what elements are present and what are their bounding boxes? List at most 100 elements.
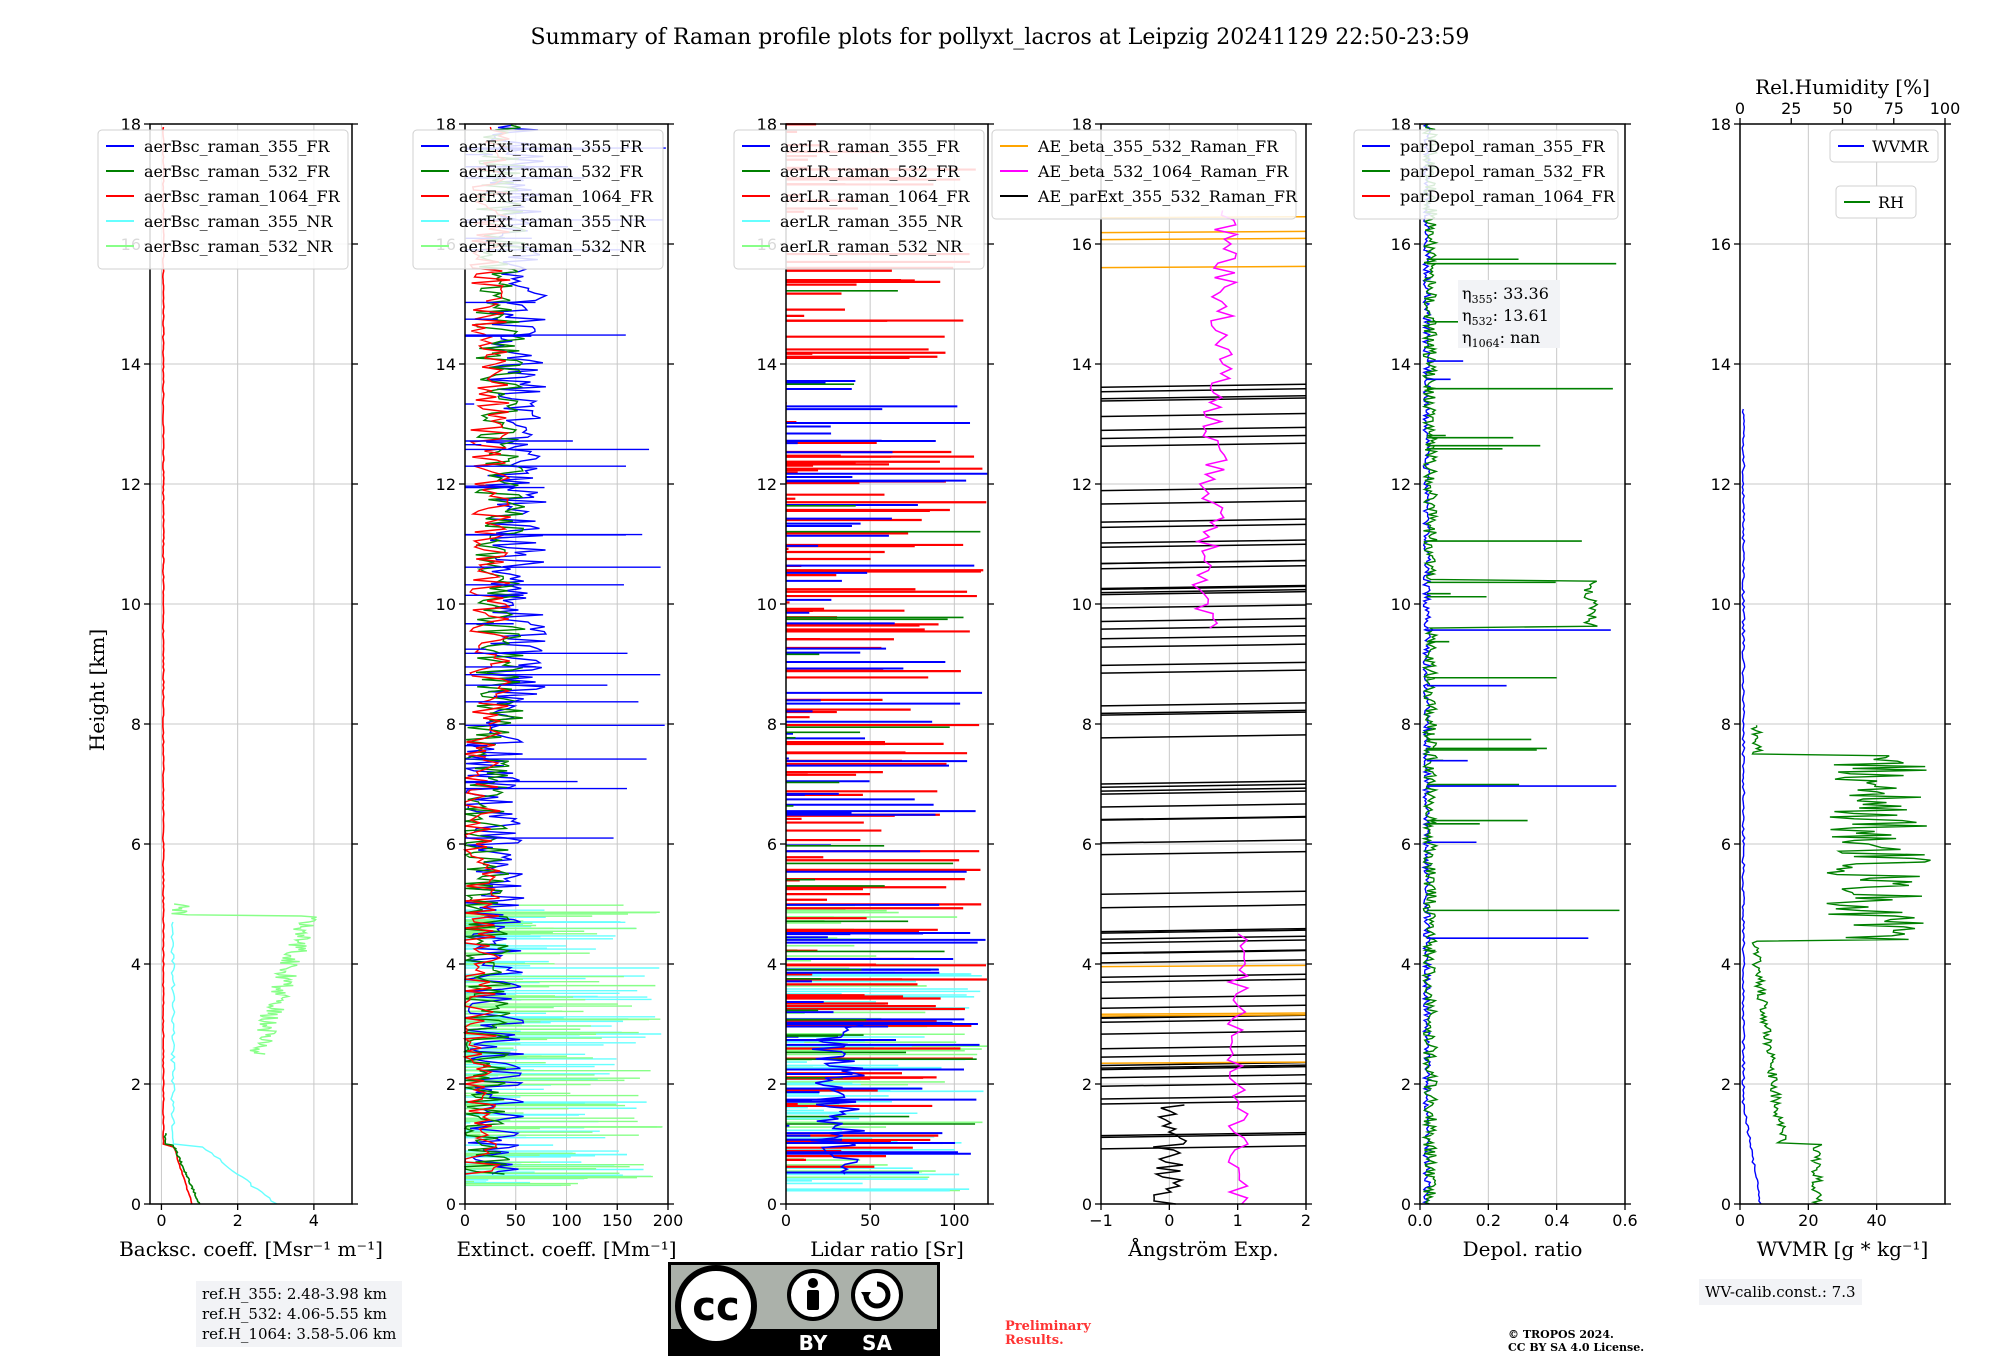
y-tick-label: 14 <box>1072 355 1092 374</box>
y-tick-label: 2 <box>131 1075 141 1094</box>
y-tick-label: 18 <box>1072 115 1092 134</box>
legend-label: WVMR <box>1872 137 1929 156</box>
y-tick-label: 16 <box>1391 235 1411 254</box>
y-tick-label: 4 <box>1721 955 1731 974</box>
spike-ae-parext <box>1100 1133 1307 1139</box>
line-wvmr <box>1741 408 1762 1205</box>
x-tick-label: 0 <box>156 1211 166 1230</box>
spike-ae-beta-355-532 <box>1100 964 1307 968</box>
x-tick-label: 0.6 <box>1612 1211 1637 1230</box>
legend-label: RH <box>1878 193 1904 212</box>
spike-ae-parext <box>1100 978 1307 984</box>
legend-box <box>1829 129 1939 163</box>
y-tick-label: 12 <box>1072 475 1092 494</box>
panel-5: 0 2 4 6 8 10 12 14 16 18 0.0 0.2 0.4 0.6 Depol. ratio p… <box>1353 115 1638 1261</box>
x-axis-label: Depol. ratio <box>1463 1237 1583 1261</box>
y-tick-label: 4 <box>131 955 141 974</box>
wv-calib-text: WV-calib.const.: 7.3 <box>1705 1283 1856 1301</box>
y-tick-label: 0 <box>767 1195 777 1214</box>
legend-label: aerBsc_raman_355_FR <box>144 137 330 156</box>
y-tick-label: 16 <box>1072 235 1092 254</box>
legend-box <box>1353 129 1619 220</box>
spike-ae-parext <box>1100 559 1307 565</box>
y-tick-label: 4 <box>1082 955 1092 974</box>
line-ae-parext-low <box>1153 1104 1188 1205</box>
spike-ae-parext <box>1100 994 1307 1000</box>
y-tick-label: 6 <box>767 835 777 854</box>
y-tick-label: 8 <box>767 715 777 734</box>
spike-ae-parext <box>1100 1095 1307 1100</box>
panel-2: 024681012141618050100150200Extinct. coef… <box>412 115 683 1261</box>
legend-label: parDepol_raman_532_FR <box>1400 162 1606 181</box>
spike-ae-parext <box>1100 434 1307 440</box>
preliminary-note: Preliminary Results. <box>1005 1320 1091 1348</box>
spike-ae-parext <box>1100 394 1307 400</box>
x-tick-label: 0 <box>460 1211 470 1230</box>
y-tick-label: 6 <box>446 835 456 854</box>
y-tick-label: 18 <box>1711 115 1731 134</box>
spike-ae-parext <box>1100 588 1307 594</box>
spike-ae-parext <box>1100 803 1307 808</box>
spike-ae-parext <box>1100 1064 1307 1069</box>
legend-label: aerLR_raman_355_FR <box>780 137 960 156</box>
x-tick-label: 0.0 <box>1407 1211 1432 1230</box>
spike-ae-parext <box>1100 669 1307 674</box>
y-tick-label: 0 <box>1721 1195 1731 1214</box>
x-tick-label: 20 <box>1798 1211 1818 1230</box>
spike-ae-parext <box>1100 709 1307 715</box>
y-tick-label: 8 <box>1082 715 1092 734</box>
y-tick-label: 2 <box>1082 1075 1092 1094</box>
cc-by-sa-logo: cc BY SA <box>668 1262 940 1356</box>
legend-label: aerLR_raman_1064_FR <box>780 187 970 206</box>
legend-label: aerExt_raman_1064_FR <box>459 187 654 206</box>
spike-ae-beta-355-532 <box>1100 1061 1307 1065</box>
legend-box <box>97 129 349 270</box>
spike-ae-parext <box>1100 929 1307 934</box>
x-tick-label: 100 <box>551 1211 582 1230</box>
spike-ae-parext <box>1100 584 1307 590</box>
y-tick-label: 4 <box>1401 955 1411 974</box>
preliminary-line-1: Preliminary <box>1005 1319 1091 1334</box>
spike-ae-parext <box>1100 412 1307 418</box>
line-rh <box>1750 725 1931 1205</box>
x-tick-label: 100 <box>939 1211 970 1230</box>
ref-heights-box: ref.H_355: 2.48-3.98 km ref.H_532: 4.06-… <box>196 1281 403 1347</box>
spike-ae-beta-355-532 <box>1100 265 1307 269</box>
spike-ae-parext <box>1100 959 1307 964</box>
copyright-note: © TROPOS 2024. CC BY SA 4.0 License. <box>1508 1328 1644 1354</box>
spike-ae-parext <box>1100 787 1307 792</box>
legend-label: aerLR_raman_532_NR <box>780 237 963 256</box>
spike-ae-parext <box>1100 617 1307 623</box>
legend-label: aerBsc_raman_1064_FR <box>144 187 341 206</box>
spike-ae-parext <box>1100 564 1307 570</box>
x-tick-label: 0.4 <box>1544 1211 1569 1230</box>
legend-label: aerExt_raman_355_NR <box>459 212 647 231</box>
spike-ae-beta-355-532 <box>1100 230 1307 234</box>
x-tick-label: −1 <box>1089 1211 1113 1230</box>
spike-ae-parext <box>1100 1004 1307 1009</box>
spike-ae-parext <box>1100 383 1307 388</box>
top-tick-label: 75 <box>1884 99 1904 118</box>
spike-ae-parext <box>1100 1131 1307 1137</box>
top-tick-label: 25 <box>1781 99 1801 118</box>
y-tick-label: 12 <box>1711 475 1731 494</box>
spike-ae-parext <box>1100 711 1307 716</box>
y-axis-label: Height [km] <box>85 629 109 751</box>
y-tick-label: 12 <box>436 475 456 494</box>
y-tick-label: 2 <box>767 1075 777 1094</box>
x-tick-label: 1 <box>1233 1211 1243 1230</box>
legend-label: parDepol_raman_1064_FR <box>1400 187 1616 206</box>
spike-ae-parext <box>1100 585 1307 591</box>
series-lines <box>1741 408 1931 1205</box>
spike-ae-parext <box>1100 1145 1307 1150</box>
y-tick-label: 10 <box>121 595 141 614</box>
y-tick-label: 12 <box>757 475 777 494</box>
y-tick-label: 8 <box>1401 715 1411 734</box>
line-bsc-532-nr <box>171 903 317 1055</box>
x-axis-label: WVMR [g * kg⁻¹] <box>1757 1237 1929 1261</box>
axes-frame <box>1100 123 1307 1205</box>
y-tick-label: 14 <box>121 355 141 374</box>
y-tick-label: 14 <box>436 355 456 374</box>
line-ext-532-fr <box>462 124 526 1175</box>
